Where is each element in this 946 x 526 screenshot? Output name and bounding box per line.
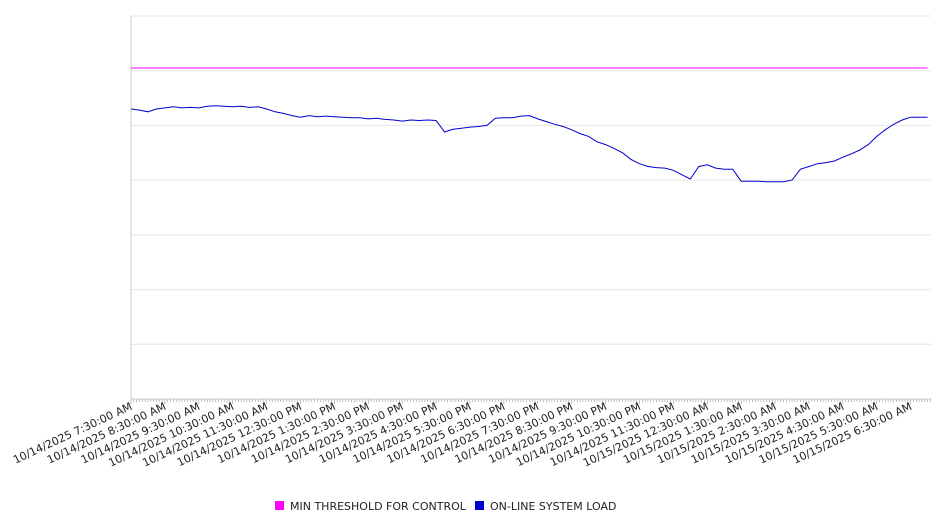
legend: MIN THRESHOLD FOR CONTROL ON-LINE SYSTEM … <box>275 500 616 513</box>
legend-swatch <box>475 501 484 510</box>
series-line-system-load <box>130 105 928 183</box>
legend-label: MIN THRESHOLD FOR CONTROL <box>290 500 467 513</box>
grid-lines <box>131 15 931 345</box>
series-lines <box>130 67 928 183</box>
legend-label: ON-LINE SYSTEM LOAD <box>490 500 616 513</box>
axes <box>130 16 931 404</box>
legend-swatch <box>275 501 284 510</box>
